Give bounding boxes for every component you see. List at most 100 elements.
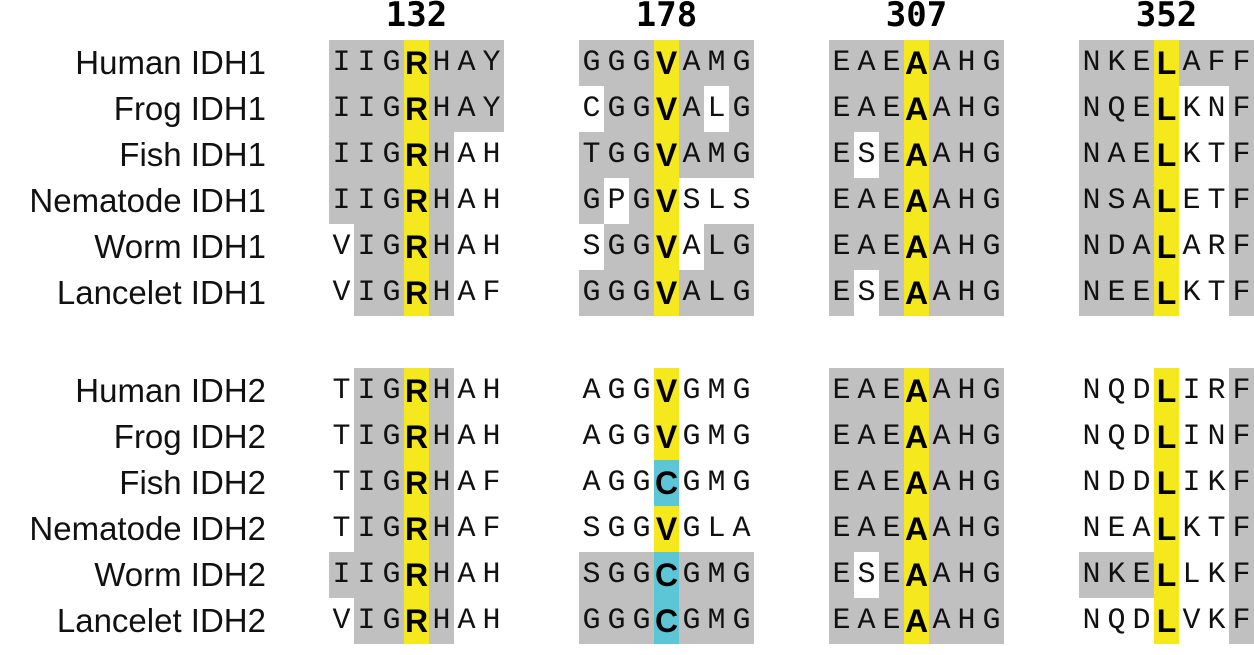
residue-cell: E	[879, 178, 904, 224]
residue-cell: H	[954, 506, 979, 552]
residue-cell: K	[1207, 466, 1226, 500]
residue-cell: V	[654, 368, 679, 414]
residue-cell: V	[654, 224, 679, 270]
residue-cell: R	[404, 270, 429, 316]
residue-cell: L	[1154, 86, 1179, 132]
residue-cell: L	[704, 270, 729, 316]
residue-cell: A	[904, 86, 929, 132]
residue-cell: A	[457, 466, 476, 500]
residue-cell: G	[979, 414, 1004, 460]
residue-cell: G	[632, 466, 651, 500]
residue-cell: D	[1132, 374, 1151, 408]
residue-cell: F	[1229, 598, 1254, 644]
residue-cell: G	[607, 512, 626, 546]
species-label: Lancelet IDH2	[56, 602, 266, 639]
residue-cell: A	[582, 466, 601, 500]
residue-cell: A	[457, 184, 476, 218]
residue-cell: T	[332, 374, 351, 408]
residue-cell: N	[1079, 40, 1104, 86]
residue-cell: G	[979, 178, 1004, 224]
residue-cell: I	[354, 506, 379, 552]
residue-cell: G	[379, 414, 404, 460]
residue-cell: I	[329, 40, 354, 86]
residue-cell: I	[354, 598, 379, 644]
residue-cell: R	[404, 598, 429, 644]
residue-cell: T	[332, 466, 351, 500]
residue-cell: H	[429, 132, 454, 178]
residue-cell: F	[1229, 506, 1254, 552]
position-header-2: 307	[885, 0, 948, 35]
residue-cell: I	[1182, 466, 1201, 500]
residue-cell: E	[829, 598, 854, 644]
residue-cell: A	[732, 512, 751, 546]
residue-cell: C	[582, 92, 601, 126]
residue-cell: L	[704, 224, 729, 270]
residue-cell: Q	[1104, 86, 1129, 132]
residue-cell: N	[1207, 420, 1226, 454]
residue-cell: A	[854, 224, 879, 270]
residue-cell: S	[682, 184, 701, 218]
residue-cell: V	[332, 604, 351, 638]
residue-cell: G	[729, 598, 754, 644]
residue-cell: K	[1104, 552, 1129, 598]
residue-cell: G	[979, 460, 1004, 506]
residue-cell: G	[732, 466, 751, 500]
residue-cell: A	[929, 270, 954, 316]
residue-cell: N	[1079, 224, 1104, 270]
residue-cell: L	[1154, 40, 1179, 86]
residue-cell: N	[1079, 178, 1104, 224]
residue-cell: F	[1229, 178, 1254, 224]
residue-cell: G	[379, 86, 404, 132]
residue-cell: A	[854, 86, 879, 132]
residue-cell: A	[454, 86, 479, 132]
residue-cell: N	[1082, 374, 1101, 408]
residue-cell: H	[954, 178, 979, 224]
residue-cell: A	[904, 270, 929, 316]
residue-cell: I	[354, 460, 379, 506]
residue-cell: N	[1079, 86, 1104, 132]
residue-cell: Y	[479, 40, 504, 86]
residue-cell: I	[354, 552, 379, 598]
residue-cell: G	[632, 512, 651, 546]
residue-cell: S	[1104, 178, 1129, 224]
residue-cell: S	[732, 184, 751, 218]
residue-cell: V	[1182, 604, 1201, 638]
residue-cell: E	[879, 598, 904, 644]
residue-cell: S	[582, 230, 601, 264]
residue-cell: G	[979, 224, 1004, 270]
residue-cell: M	[704, 132, 729, 178]
species-label: Nematode IDH1	[29, 182, 266, 219]
residue-cell: G	[379, 368, 404, 414]
residue-cell: D	[1104, 224, 1129, 270]
residue-cell: V	[654, 178, 679, 224]
residue-cell: A	[904, 368, 929, 414]
residue-cell: G	[604, 224, 629, 270]
residue-cell: A	[1132, 512, 1151, 546]
residue-cell: G	[979, 86, 1004, 132]
residue-cell: N	[1082, 512, 1101, 546]
residue-cell: A	[854, 598, 879, 644]
residue-cell: A	[682, 230, 701, 264]
residue-cell: V	[332, 230, 351, 264]
residue-cell: E	[829, 132, 854, 178]
residue-cell: I	[354, 132, 379, 178]
residue-cell: G	[979, 598, 1004, 644]
residue-cell: A	[582, 374, 601, 408]
residue-cell: K	[1207, 604, 1226, 638]
residue-cell: S	[582, 512, 601, 546]
residue-cell: H	[482, 184, 501, 218]
residue-cell: D	[1107, 466, 1126, 500]
residue-cell: A	[929, 86, 954, 132]
residue-cell: A	[457, 230, 476, 264]
residue-cell: E	[829, 224, 854, 270]
residue-cell: V	[654, 132, 679, 178]
residue-cell: A	[457, 276, 476, 310]
residue-cell: H	[954, 598, 979, 644]
residue-cell: N	[1082, 420, 1101, 454]
residue-cell: H	[429, 552, 454, 598]
residue-cell: A	[929, 132, 954, 178]
position-header-1: 178	[635, 0, 698, 35]
residue-cell: L	[707, 512, 726, 546]
residue-cell: I	[354, 86, 379, 132]
residue-cell: G	[979, 270, 1004, 316]
